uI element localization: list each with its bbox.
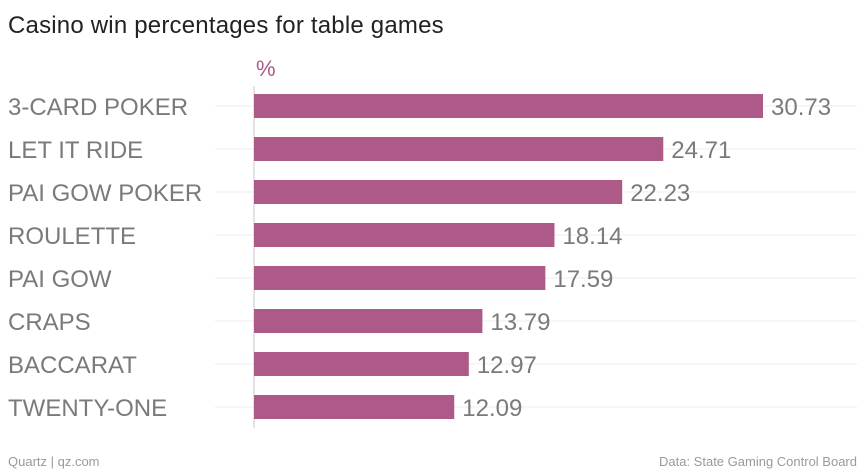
category-label: CRAPS bbox=[8, 309, 91, 336]
bar bbox=[254, 94, 763, 118]
bar bbox=[254, 352, 469, 376]
category-label: BACCARAT bbox=[8, 352, 137, 379]
bar bbox=[254, 309, 483, 333]
footer-source-right: Data: State Gaming Control Board bbox=[659, 454, 857, 469]
category-label: TWENTY-ONE bbox=[8, 395, 167, 422]
value-label: 18.14 bbox=[562, 223, 622, 250]
value-label: 24.71 bbox=[671, 137, 731, 164]
value-label: 30.73 bbox=[771, 94, 831, 121]
bar bbox=[254, 395, 455, 419]
value-label: 22.23 bbox=[630, 180, 690, 207]
bar bbox=[254, 180, 623, 204]
bar bbox=[254, 137, 664, 161]
value-label: 13.79 bbox=[490, 309, 550, 336]
value-label: 17.59 bbox=[553, 266, 613, 293]
value-label: 12.97 bbox=[477, 352, 537, 379]
category-label: PAI GOW bbox=[8, 266, 112, 293]
footer-source-left: Quartz | qz.com bbox=[8, 454, 100, 469]
bar bbox=[254, 266, 546, 290]
category-label: PAI GOW POKER bbox=[8, 180, 202, 207]
bar bbox=[254, 223, 555, 247]
unit-label: % bbox=[256, 56, 276, 81]
category-label: LET IT RIDE bbox=[8, 137, 143, 164]
category-label: 3-CARD POKER bbox=[8, 94, 188, 121]
bars bbox=[254, 94, 763, 419]
category-labels: 3-CARD POKER LET IT RIDE PAI GOW POKER ROUL… bbox=[8, 94, 202, 422]
value-label: 12.09 bbox=[462, 395, 522, 422]
chart-title: Casino win percentages for table games bbox=[8, 12, 444, 39]
category-label: ROULETTE bbox=[8, 223, 136, 250]
